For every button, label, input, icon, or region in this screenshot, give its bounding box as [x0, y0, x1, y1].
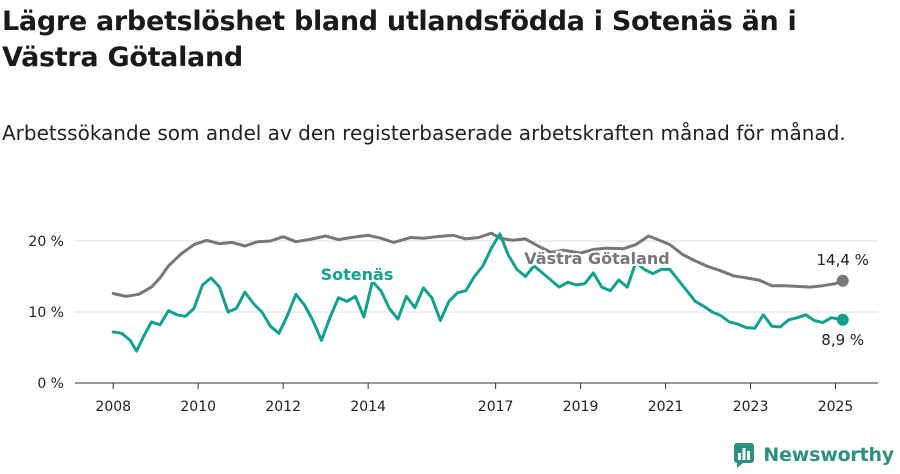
x-tick-label: 2017: [478, 399, 514, 415]
x-tick-label: 2023: [733, 399, 769, 415]
series-line-sotenas: [111, 232, 845, 353]
end-value-label-vastra-gotaland: 14,4 %: [817, 251, 869, 269]
x-tick-label: 2008: [95, 399, 131, 415]
chart-subtitle: Arbetssökande som andel av den registerb…: [2, 121, 846, 145]
y-tick-label: 20 %: [28, 234, 64, 250]
newsworthy-brand[interactable]: Newsworthy: [733, 442, 894, 468]
end-value-label-sotenas: 8,9 %: [821, 331, 864, 349]
y-tick-label: 10 %: [28, 305, 64, 321]
series-end-point-sotenas: [836, 313, 849, 326]
x-tick-label: 2019: [563, 399, 599, 415]
chart-series-labels: 14,4 % 8,9 % Västra Götaland Sotenäs: [319, 247, 869, 349]
x-tick-label: 2010: [180, 399, 216, 415]
chart-series: [111, 231, 849, 353]
series-label-sotenas: Sotenäs: [321, 265, 394, 284]
x-tick-label: 2012: [265, 399, 301, 415]
x-axis: 2008 2010 2012 2014 2017 2019 2021 2023 2025: [75, 382, 878, 415]
series-line-vastra-gotaland: [111, 231, 845, 298]
chart-title: Lägre arbetslöshet bland utlandsfödda i …: [2, 6, 797, 73]
y-axis-ticks: 0 % 10 % 20 %: [28, 234, 64, 392]
x-tick-label: 2025: [818, 399, 854, 415]
y-tick-label: 0 %: [37, 376, 64, 392]
brand-name: Newsworthy: [763, 444, 894, 466]
series-label-vastra-gotaland: Västra Götaland: [524, 249, 669, 268]
newsworthy-logo-icon: [734, 443, 755, 468]
series-end-point-vastra-gotaland: [836, 274, 849, 287]
x-tick-label: 2014: [350, 399, 386, 415]
x-tick-label: 2021: [648, 399, 684, 415]
